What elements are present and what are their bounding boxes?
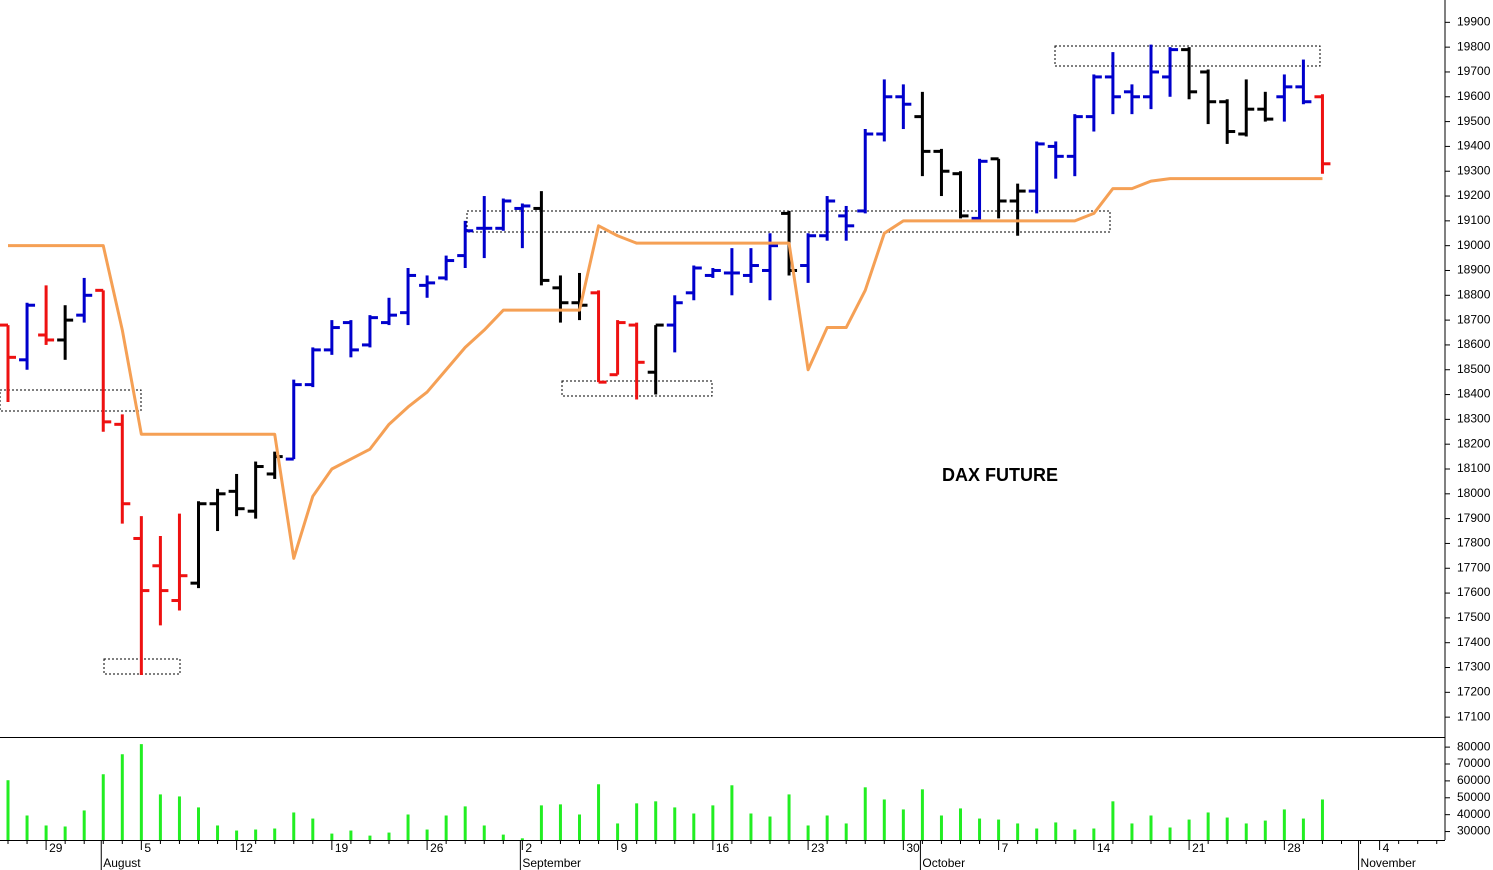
y-tick-label: 19900 xyxy=(1457,15,1491,29)
x-tick-label: 28 xyxy=(1287,841,1301,855)
x-tick-label: 21 xyxy=(1192,841,1206,855)
x-tick-label: 4 xyxy=(1383,841,1390,855)
x-tick-label: 30 xyxy=(906,841,920,855)
y-tick-label: 17200 xyxy=(1457,685,1491,699)
x-tick-label: 7 xyxy=(1002,841,1009,855)
y-tick-label: 19200 xyxy=(1457,188,1491,202)
x-tick-label: 14 xyxy=(1097,841,1111,855)
chart-title: DAX FUTURE xyxy=(942,465,1058,485)
y-tick-label: 18200 xyxy=(1457,436,1491,450)
y-tick-label: 17600 xyxy=(1457,585,1491,599)
x-tick-label: 5 xyxy=(144,841,151,855)
x-tick-label: 26 xyxy=(430,841,444,855)
volume-tick-label: 70000 xyxy=(1457,756,1491,770)
month-label: November xyxy=(1361,856,1416,870)
volume-tick-label: 50000 xyxy=(1457,790,1491,804)
y-tick-label: 18500 xyxy=(1457,362,1491,376)
x-tick-label: 12 xyxy=(240,841,254,855)
y-tick-label: 19700 xyxy=(1457,64,1491,78)
month-label: August xyxy=(103,856,141,870)
month-label: September xyxy=(522,856,581,870)
volume-tick-label: 40000 xyxy=(1457,807,1491,821)
y-tick-label: 19800 xyxy=(1457,39,1491,53)
volume-tick-label: 30000 xyxy=(1457,824,1491,838)
x-tick-label: 9 xyxy=(621,841,628,855)
x-tick-label: 29 xyxy=(49,841,63,855)
y-tick-label: 19500 xyxy=(1457,114,1491,128)
y-tick-label: 17900 xyxy=(1457,511,1491,525)
y-tick-label: 19100 xyxy=(1457,213,1491,227)
x-tick-label: 2 xyxy=(525,841,532,855)
x-tick-label: 19 xyxy=(335,841,349,855)
x-tick-label: 23 xyxy=(811,841,825,855)
y-tick-label: 18100 xyxy=(1457,461,1491,475)
y-tick-label: 18600 xyxy=(1457,337,1491,351)
stop-line xyxy=(8,177,1323,560)
y-tick-label: 18400 xyxy=(1457,387,1491,401)
y-tick-label: 18800 xyxy=(1457,287,1491,301)
y-tick-label: 18000 xyxy=(1457,486,1491,500)
y-tick-label: 18700 xyxy=(1457,312,1491,326)
volume-tick-label: 60000 xyxy=(1457,773,1491,787)
y-tick-label: 17500 xyxy=(1457,610,1491,624)
y-tick-label: 18300 xyxy=(1457,412,1491,426)
month-label: October xyxy=(922,856,965,870)
y-tick-label: 19400 xyxy=(1457,139,1491,153)
y-tick-label: 19300 xyxy=(1457,163,1491,177)
volume-tick-label: 80000 xyxy=(1457,739,1491,753)
y-tick-label: 17400 xyxy=(1457,635,1491,649)
y-tick-label: 19000 xyxy=(1457,238,1491,252)
y-tick-label: 17100 xyxy=(1457,709,1491,723)
x-tick-label: 16 xyxy=(716,841,730,855)
y-tick-label: 17300 xyxy=(1457,660,1491,674)
y-tick-label: 19600 xyxy=(1457,89,1491,103)
y-tick-label: 17800 xyxy=(1457,536,1491,550)
y-tick-label: 18900 xyxy=(1457,263,1491,277)
y-tick-label: 17700 xyxy=(1457,560,1491,574)
range-box xyxy=(1054,45,1321,67)
range-box xyxy=(0,389,142,412)
